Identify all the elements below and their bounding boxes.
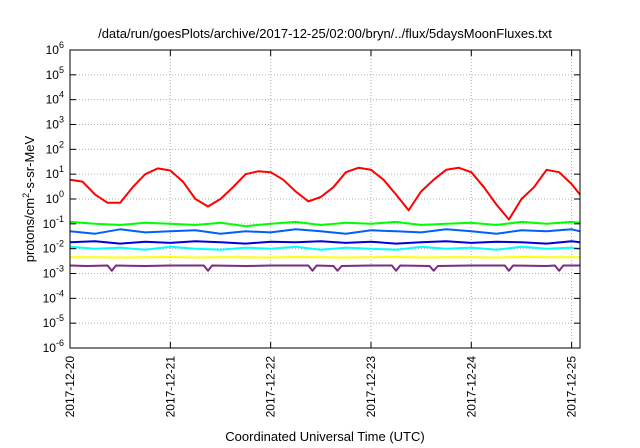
grid xyxy=(69,50,580,348)
y-tick-exp: 6 xyxy=(59,40,64,50)
y-axis-label-sup: 2 xyxy=(21,193,31,198)
y-tick-label: 106 xyxy=(46,40,64,57)
y-tick-base: 10 xyxy=(46,167,60,181)
chart-title: /data/run/goesPlots/archive/2017-12-25/0… xyxy=(98,26,552,41)
y-tick-base: 10 xyxy=(43,242,57,256)
series-group xyxy=(69,166,581,272)
y-tick-exp: -4 xyxy=(56,288,64,298)
y-tick-label: 101 xyxy=(46,164,64,181)
series-line-1 xyxy=(69,166,581,221)
y-tick-label: 10-5 xyxy=(43,313,64,330)
x-tick-label: 2017-12-22 xyxy=(264,356,278,418)
y-tick-base: 10 xyxy=(46,192,60,206)
x-axis-label: Coordinated Universal Time (UTC) xyxy=(225,429,424,444)
y-tick-base: 10 xyxy=(43,316,57,330)
x-tick-label: 2017-12-24 xyxy=(464,356,478,418)
series-line-6 xyxy=(70,256,580,259)
x-tick-label: 2017-12-25 xyxy=(565,356,579,418)
y-tick-exp: 1 xyxy=(59,164,64,174)
y-tick-label: 105 xyxy=(46,65,64,82)
y-axis-label: protons/cm2-s-sr-MeV xyxy=(21,135,37,262)
y-tick-base: 10 xyxy=(46,93,60,107)
y-tick-exp: -6 xyxy=(56,338,64,348)
y-tick-label: 10-3 xyxy=(43,264,64,281)
y-tick-base: 10 xyxy=(43,267,57,281)
y-tick-exp: -1 xyxy=(56,214,64,224)
y-tick-exp: -2 xyxy=(56,239,64,249)
y-tick-exp: 0 xyxy=(59,189,64,199)
y-tick-base: 10 xyxy=(43,217,57,231)
y-tick-base: 10 xyxy=(43,341,57,355)
series-line-2 xyxy=(69,220,581,228)
y-tick-exp: 2 xyxy=(59,139,64,149)
x-tick-label: 2017-12-20 xyxy=(63,356,77,418)
y-axis-label-base: protons/cm xyxy=(22,198,37,262)
y-tick-label: 10-1 xyxy=(43,214,64,231)
series-line-3 xyxy=(69,245,581,251)
y-tick-base: 10 xyxy=(46,118,60,132)
y-tick-label: 10-2 xyxy=(43,239,64,256)
series-line-7 xyxy=(69,264,580,272)
x-tick-label: 2017-12-23 xyxy=(364,356,378,418)
series-line-5 xyxy=(69,240,581,245)
y-tick-label: 10-6 xyxy=(43,338,64,355)
y-tick-label: 10-4 xyxy=(43,288,64,305)
y-tick-label: 102 xyxy=(46,139,64,156)
y-tick-base: 10 xyxy=(46,43,60,57)
y-tick-exp: -3 xyxy=(56,264,64,274)
y-tick-base: 10 xyxy=(43,291,57,305)
y-tick-exp: 4 xyxy=(59,90,64,100)
y-tick-exp: 3 xyxy=(59,115,64,125)
y-tick-base: 10 xyxy=(46,68,60,82)
y-tick-label: 103 xyxy=(46,115,64,132)
y-tick-label: 100 xyxy=(46,189,64,206)
y-tick-exp: 5 xyxy=(59,65,64,75)
series-line-4 xyxy=(69,228,581,235)
y-tick-exp: -5 xyxy=(56,313,64,323)
x-tick-label: 2017-12-21 xyxy=(163,356,177,418)
x-axis: 2017-12-20 2017-12-21 2017-12-22 2017-12-23… xyxy=(63,50,579,417)
y-axis-label-rest: -s-sr-MeV xyxy=(22,135,37,192)
y-axis: 10-610-510-410-310-210-11001011021031041… xyxy=(43,40,580,355)
y-tick-base: 10 xyxy=(46,142,60,156)
y-tick-label: 104 xyxy=(46,90,64,107)
